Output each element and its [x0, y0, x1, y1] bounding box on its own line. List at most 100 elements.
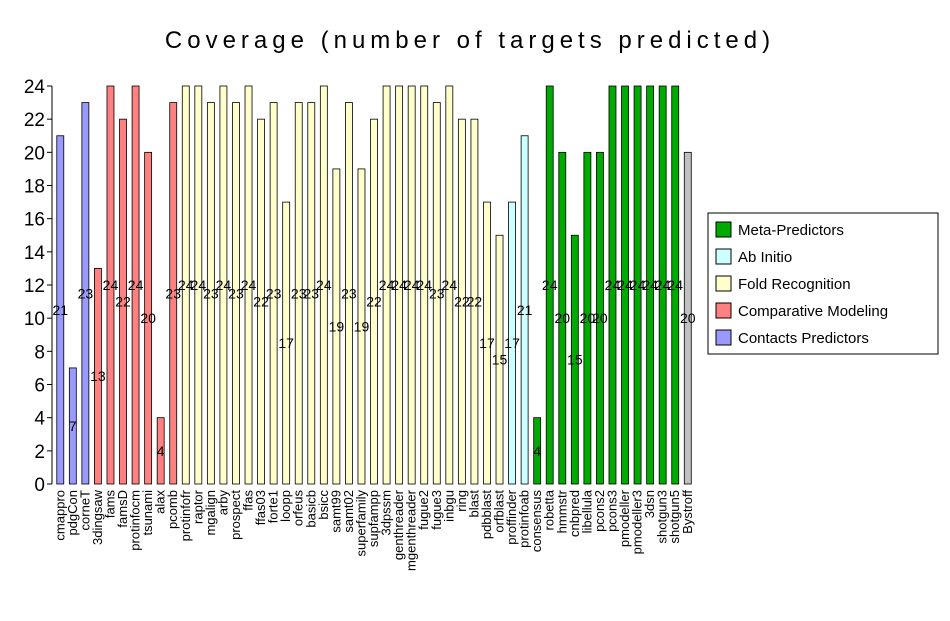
bar-consensus — [533, 417, 542, 485]
x-tick-label-proffinder: proffinder — [504, 489, 519, 544]
data-label-pmodeller: 24 — [617, 277, 633, 293]
data-label-ring: 22 — [454, 294, 470, 310]
bar-fugue3 — [432, 102, 441, 485]
data-label-supfampp: 22 — [366, 294, 382, 310]
x-tick-label-samt99: samt99 — [328, 490, 343, 533]
x-tick-label-alax: alax — [153, 490, 168, 514]
x-tick-label-ring: ring — [454, 490, 469, 512]
chart-title: Coverage (number of targets predicted) — [165, 27, 775, 54]
legend-entry: Meta-Predictors — [738, 222, 844, 239]
data-label-Bystroff: 20 — [680, 310, 696, 326]
bar-corneT — [81, 102, 90, 485]
x-tick-label-cmappro: cmappro — [52, 490, 67, 541]
x-tick-label-bsicc: bsicc — [316, 490, 331, 520]
bar-pmodeller — [621, 85, 629, 485]
data-label-samt99: 19 — [329, 318, 345, 334]
bars — [56, 85, 692, 485]
bar-protinfoab — [520, 135, 529, 485]
data-label-protinfofr: 24 — [178, 277, 194, 293]
bar-pdgCon — [68, 367, 77, 485]
y-tick-label: 12 — [24, 276, 45, 297]
bar-pcons2 — [596, 151, 604, 485]
x-tick-label-protinfocm: protinfocm — [128, 490, 143, 551]
x-tick-label-Bystroff: Bystroff — [680, 490, 695, 534]
legend-swatch — [715, 329, 732, 346]
bar-3dsn — [646, 85, 655, 485]
data-label-basicb: 23 — [303, 285, 319, 301]
x-tick-label-blast: blast — [466, 490, 481, 518]
x-tick-label-mgalign: mgalign — [203, 490, 218, 536]
legend: Meta-Predictors Ab Initio Fold Recognition… — [707, 212, 939, 355]
data-label-fams: 24 — [103, 277, 119, 293]
data-label-raptor: 24 — [191, 277, 207, 293]
data-label-pcons3: 24 — [605, 277, 621, 293]
data-label-prospect: 23 — [228, 285, 244, 301]
data-label-forte1: 23 — [266, 285, 282, 301]
bar-samt99 — [332, 168, 341, 485]
x-tick-label-fugue2: fugue2 — [416, 490, 431, 530]
data-label-cnbpred: 15 — [567, 352, 583, 368]
data-label-libellula: 20 — [580, 310, 596, 326]
x-tick-label-ffas03: ffas03 — [253, 490, 268, 525]
bar-blast — [470, 118, 479, 485]
data-label-fugue3: 23 — [429, 285, 445, 301]
bar-shotgun5 — [671, 85, 680, 485]
data-label-blast: 22 — [467, 294, 483, 310]
bar-shotgun3 — [658, 85, 667, 485]
data-label-famsD: 22 — [115, 294, 131, 310]
data-label-ffas: 24 — [241, 277, 257, 293]
bar-protinfocm — [131, 85, 140, 485]
bar-superfamily — [357, 168, 366, 485]
bar-bsicc — [319, 85, 328, 485]
x-tick-label-pdbblast: pdbblast — [479, 490, 494, 540]
bar-hmmstr — [558, 151, 567, 485]
bar-loopp — [282, 201, 291, 485]
bar-famsD — [119, 118, 127, 485]
x-tick-label-pcons3: pcons3 — [604, 490, 619, 532]
x-tick-label-arby: arby — [215, 490, 230, 516]
y-tick-label: 10 — [24, 309, 45, 330]
data-label-proffinder: 17 — [504, 335, 520, 351]
bar-3dpssm — [382, 85, 391, 485]
bar-tsunami — [144, 151, 153, 485]
x-tick-label-fams: fams — [102, 490, 117, 519]
data-label-fugue2: 24 — [416, 277, 432, 293]
legend-entry: Comparative Modeling — [738, 303, 888, 320]
bar-3dingsaw — [94, 268, 102, 485]
x-tick-label-3dingsaw: 3dingsaw — [90, 489, 105, 545]
y-tick-label: 4 — [34, 409, 45, 430]
x-tick-label-raptor: raptor — [190, 489, 205, 524]
x-tick-label-genthreader: genthreader — [391, 489, 406, 560]
bar-arby — [219, 85, 228, 485]
x-tick-label-pmodeller3: pmodeller3 — [630, 490, 645, 554]
data-label-alax: 4 — [157, 443, 165, 459]
legend-entry: Ab Initio — [738, 249, 792, 266]
y-tick-label: 20 — [24, 143, 45, 164]
y-tick-label: 16 — [24, 210, 45, 231]
data-label-orfblast: 15 — [492, 352, 508, 368]
data-label-robetta: 24 — [542, 277, 558, 293]
x-tick-label-3dpssm: 3dpssm — [379, 490, 394, 536]
x-tick-label-pcons2: pcons2 — [592, 490, 607, 532]
x-tick-label-protinfofr: protinfofr — [178, 489, 193, 541]
data-label-pmodeller3: 24 — [630, 277, 646, 293]
data-label-protinfoab: 21 — [517, 302, 533, 318]
bar-mgenthreader — [407, 85, 416, 485]
x-tick-label-famsD: famsD — [115, 490, 130, 528]
x-tick-label-tsunami: tsunami — [140, 490, 155, 536]
x-tick-label-shotgun3: shotgun3 — [655, 490, 670, 544]
data-label-pcons2: 20 — [592, 310, 608, 326]
y-tick-label: 0 — [34, 475, 45, 496]
data-label-mgalign: 23 — [203, 285, 219, 301]
y-tick-label: 18 — [24, 177, 45, 198]
x-tick-label-ffas: ffas — [241, 490, 256, 511]
data-label-pdbblast: 17 — [479, 335, 495, 351]
bar-pdbblast — [483, 201, 491, 485]
data-label-pdgCon: 7 — [69, 418, 77, 434]
bar-ffas — [244, 85, 253, 485]
legend-swatch — [715, 302, 732, 319]
x-tick-label-loopp: loopp — [278, 490, 293, 522]
bar-cnbpred — [570, 234, 579, 485]
